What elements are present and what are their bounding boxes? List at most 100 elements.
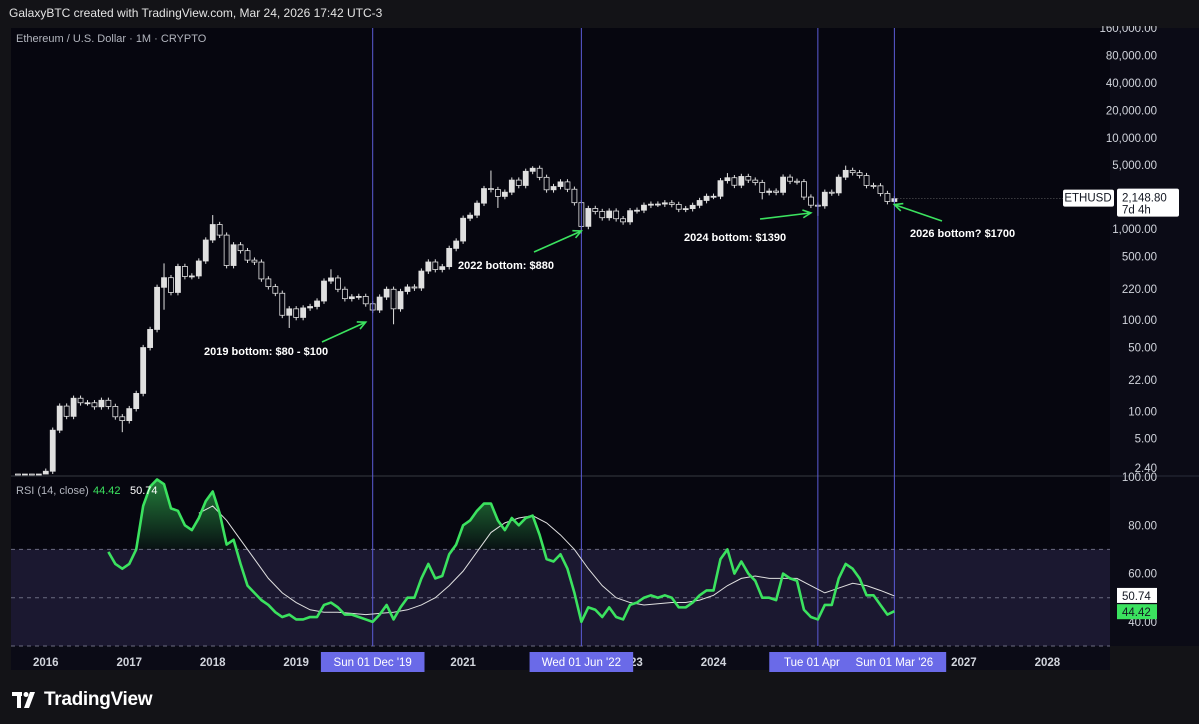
- price-tick-label: 5,000.00: [1112, 160, 1157, 172]
- rsi-badge-value: 44.42: [1122, 607, 1151, 619]
- candle-up: [703, 195, 710, 201]
- candle-down: [335, 277, 341, 290]
- annotation-label: 2019 bottom: $80 - $100: [204, 346, 328, 358]
- candle-up: [529, 167, 536, 172]
- candle-up: [376, 296, 383, 311]
- candle-down: [432, 261, 439, 270]
- time-tick-label: 2016: [33, 657, 59, 669]
- candle-up: [230, 244, 237, 266]
- candle-down: [112, 406, 119, 418]
- candle-up: [56, 405, 63, 431]
- tradingview-logo-icon: [12, 692, 38, 708]
- rsi-band: [11, 549, 1110, 646]
- candle-up: [209, 224, 216, 241]
- rsi-tick-label: 80.00: [1128, 520, 1157, 532]
- candle-up: [550, 186, 557, 191]
- candle-countdown: 7d 4h: [1122, 205, 1151, 217]
- annotation-label: 2026 bottom? $1700: [910, 228, 1015, 240]
- candle-up: [557, 181, 564, 187]
- rsi-ma-badge: [1117, 587, 1157, 603]
- candle-up: [821, 191, 828, 207]
- candle-down: [863, 175, 870, 186]
- annotation-arrowhead: [572, 229, 584, 239]
- price-tick-label: 50.00: [1128, 343, 1157, 355]
- candle-down: [341, 288, 348, 300]
- price-tick-label: 1,000.00: [1112, 224, 1157, 236]
- price-tick-label: 80,000.00: [1106, 50, 1157, 62]
- candle-down: [77, 397, 84, 404]
- candle-down: [745, 176, 752, 181]
- candle-up: [627, 210, 633, 223]
- candle-up: [460, 217, 467, 242]
- candle-down: [620, 218, 627, 223]
- annotation-arrowhead: [356, 321, 368, 330]
- candle-up: [522, 170, 529, 186]
- candle-down: [181, 266, 188, 277]
- candle-down: [884, 193, 891, 202]
- candle-up: [766, 190, 773, 193]
- price-tick-label: 5.00: [1135, 434, 1157, 446]
- candle-down: [571, 188, 578, 204]
- footer: TradingView: [0, 676, 1199, 724]
- candle-up: [474, 202, 480, 216]
- eth-chart[interactable]: 160,000.00 80,000.00 40,000.00 20,000.00 10,…: [0, 26, 1199, 676]
- candle-up: [70, 397, 77, 417]
- time-highlight-label: Tue 01 Apr '2: [784, 657, 852, 669]
- annotation-arrow: [759, 212, 812, 220]
- annotation-label: 2024 bottom: $1390: [684, 232, 786, 244]
- candle-up: [154, 286, 160, 330]
- price-chart-title: Ethereum / U.S. Dollar · 1M · CRYPTO: [16, 33, 207, 45]
- candle-up: [22, 473, 28, 476]
- time-tick-label: 2028: [1035, 657, 1061, 669]
- price-tick-label: 22.00: [1128, 375, 1157, 387]
- candle-down: [877, 185, 884, 194]
- rsi-line: [107, 478, 895, 624]
- candle-up: [140, 347, 147, 394]
- candle-up: [508, 179, 515, 193]
- candle-down: [794, 180, 800, 183]
- candle-up: [161, 277, 167, 288]
- rsi-legend-value: 44.42: [93, 485, 121, 497]
- candle-up: [314, 300, 320, 307]
- candle-up: [383, 288, 390, 298]
- candle-up: [98, 399, 105, 408]
- candle-down: [752, 179, 759, 183]
- candle-up: [696, 200, 703, 206]
- annotation-arrow: [894, 203, 943, 222]
- candle-down: [258, 261, 265, 280]
- candle-up: [321, 280, 327, 302]
- candle-up: [724, 177, 731, 182]
- current-price-value: 2,148.80: [1122, 193, 1167, 205]
- candle-down: [731, 177, 738, 186]
- tradingview-logo[interactable]: TradingView: [12, 686, 153, 714]
- candle-up: [202, 239, 209, 262]
- annotation-arrowhead: [892, 202, 904, 212]
- candle-up: [147, 329, 154, 348]
- price-pane: [11, 28, 1110, 475]
- candle-up: [842, 169, 849, 178]
- candle-up: [585, 208, 592, 227]
- candle-up: [425, 261, 432, 272]
- candle-up: [717, 180, 724, 197]
- candle-up: [188, 275, 195, 278]
- rsi-ma-badge-value: 50.74: [1122, 591, 1151, 603]
- candle-down: [773, 190, 780, 193]
- current-price-badge: [1117, 188, 1179, 217]
- price-tick-label: 220.00: [1122, 284, 1157, 296]
- candle-down: [856, 172, 863, 176]
- price-tick-label: 40,000.00: [1106, 78, 1157, 90]
- candle-up: [355, 296, 362, 298]
- candle-up: [661, 202, 668, 205]
- time-tick-label: 2018: [200, 657, 226, 669]
- candle-down: [787, 176, 793, 182]
- annotation-label: 2022 bottom: $880: [458, 260, 554, 272]
- candle-up: [710, 195, 717, 198]
- time-highlight-badge: [769, 652, 867, 672]
- time-highlight-label: Sun 01 Dec '19: [334, 657, 412, 669]
- candle-down: [536, 167, 543, 178]
- candle-up: [738, 176, 745, 186]
- candle-down: [494, 189, 501, 197]
- candle-down: [293, 308, 300, 318]
- candle-up: [780, 176, 786, 193]
- candle-down: [668, 202, 675, 205]
